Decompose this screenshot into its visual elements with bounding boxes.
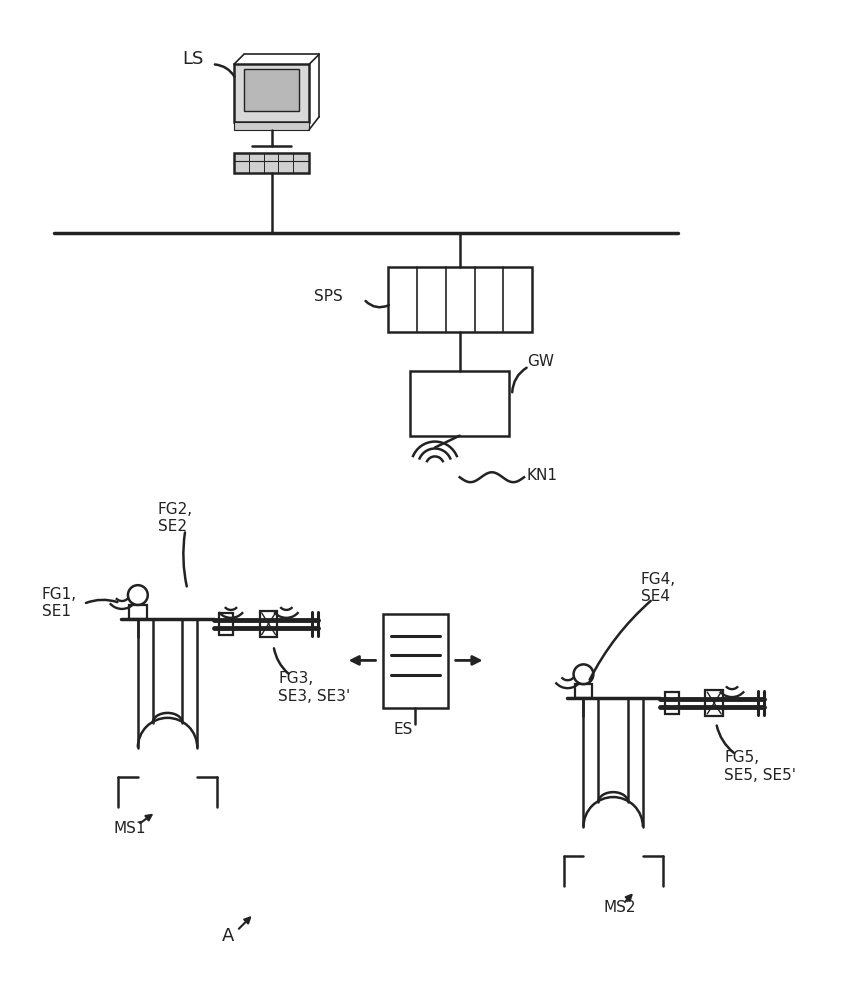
Text: ES: ES	[393, 722, 413, 737]
Text: SE1: SE1	[42, 604, 71, 619]
Text: SE5, SE5': SE5, SE5'	[724, 768, 796, 783]
Text: KN1: KN1	[526, 468, 557, 483]
Text: SE4: SE4	[641, 589, 670, 604]
Bar	[219, 613, 233, 635]
Text: FG4,: FG4,	[641, 572, 676, 587]
Bar	[388, 267, 532, 332]
Text: MS2: MS2	[604, 900, 636, 915]
Bar	[129, 605, 147, 619]
Text: SE3, SE3': SE3, SE3'	[279, 689, 351, 704]
Bar	[575, 684, 593, 698]
Text: MS1: MS1	[113, 821, 145, 836]
Text: LS: LS	[182, 50, 203, 68]
Text: SPS: SPS	[314, 289, 343, 304]
Text: GW: GW	[527, 354, 554, 369]
Text: SE2: SE2	[157, 519, 186, 534]
Bar	[705, 690, 723, 716]
Bar	[664, 692, 679, 714]
Text: FG1,: FG1,	[42, 587, 77, 602]
Text: A: A	[222, 927, 234, 945]
Text: FG5,: FG5,	[724, 750, 759, 765]
Bar	[234, 153, 310, 173]
Bar	[383, 614, 448, 708]
Bar	[234, 64, 310, 122]
Text: FG2,: FG2,	[157, 502, 192, 517]
Text: FG3,: FG3,	[279, 671, 314, 686]
Bar	[410, 371, 510, 436]
Bar	[234, 122, 310, 130]
Bar	[260, 611, 278, 637]
Bar	[244, 69, 299, 111]
